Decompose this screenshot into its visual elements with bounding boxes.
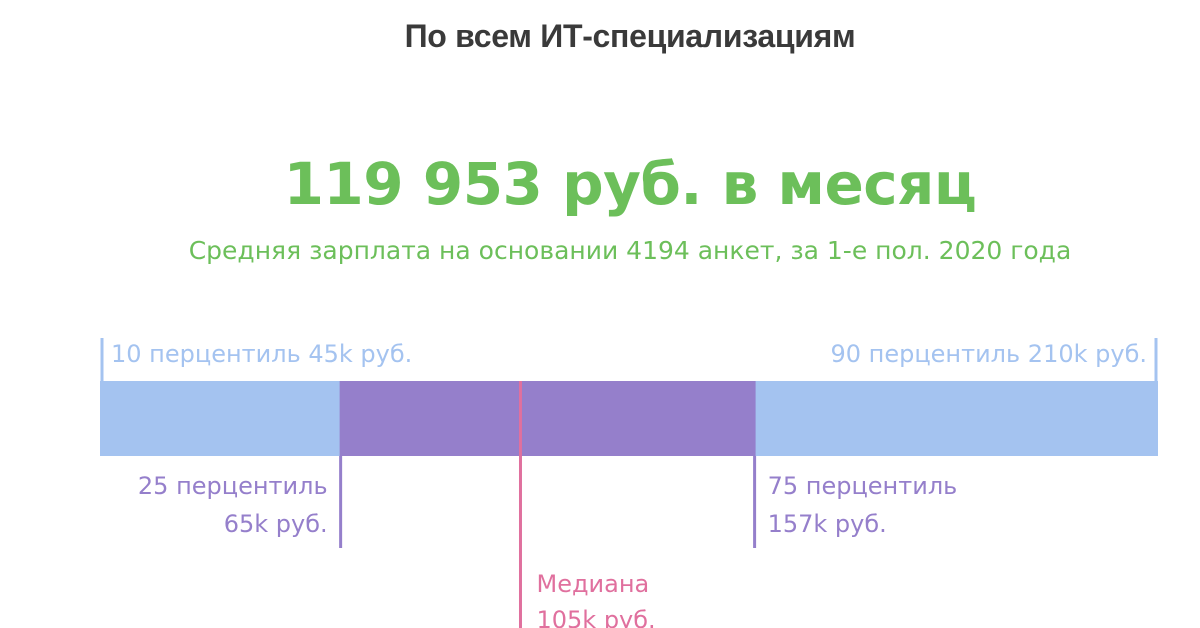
p10-label: 10 перцентиль 45k руб.	[111, 340, 412, 368]
p75-label-line1: 75 перцентиль	[768, 472, 958, 500]
p25-label-line1: 25 перцентиль	[138, 472, 328, 500]
average-salary-subtitle: Средняя зарплата на основании 4194 анкет…	[188, 236, 1072, 265]
average-salary-headline: 119 953 руб. в месяц	[283, 150, 977, 218]
page-title: По всем ИТ-специализациям	[404, 18, 856, 54]
p75-label-line2: 157k руб.	[768, 510, 887, 538]
p25-label-line2: 65k руб.	[224, 510, 328, 538]
interquartile-range-bar	[339, 381, 756, 456]
p90-label: 90 перцентиль 210k руб.	[830, 340, 1147, 368]
median-label-line2: 105k руб.	[536, 606, 655, 628]
median-label-line1: Медиана	[536, 570, 649, 598]
